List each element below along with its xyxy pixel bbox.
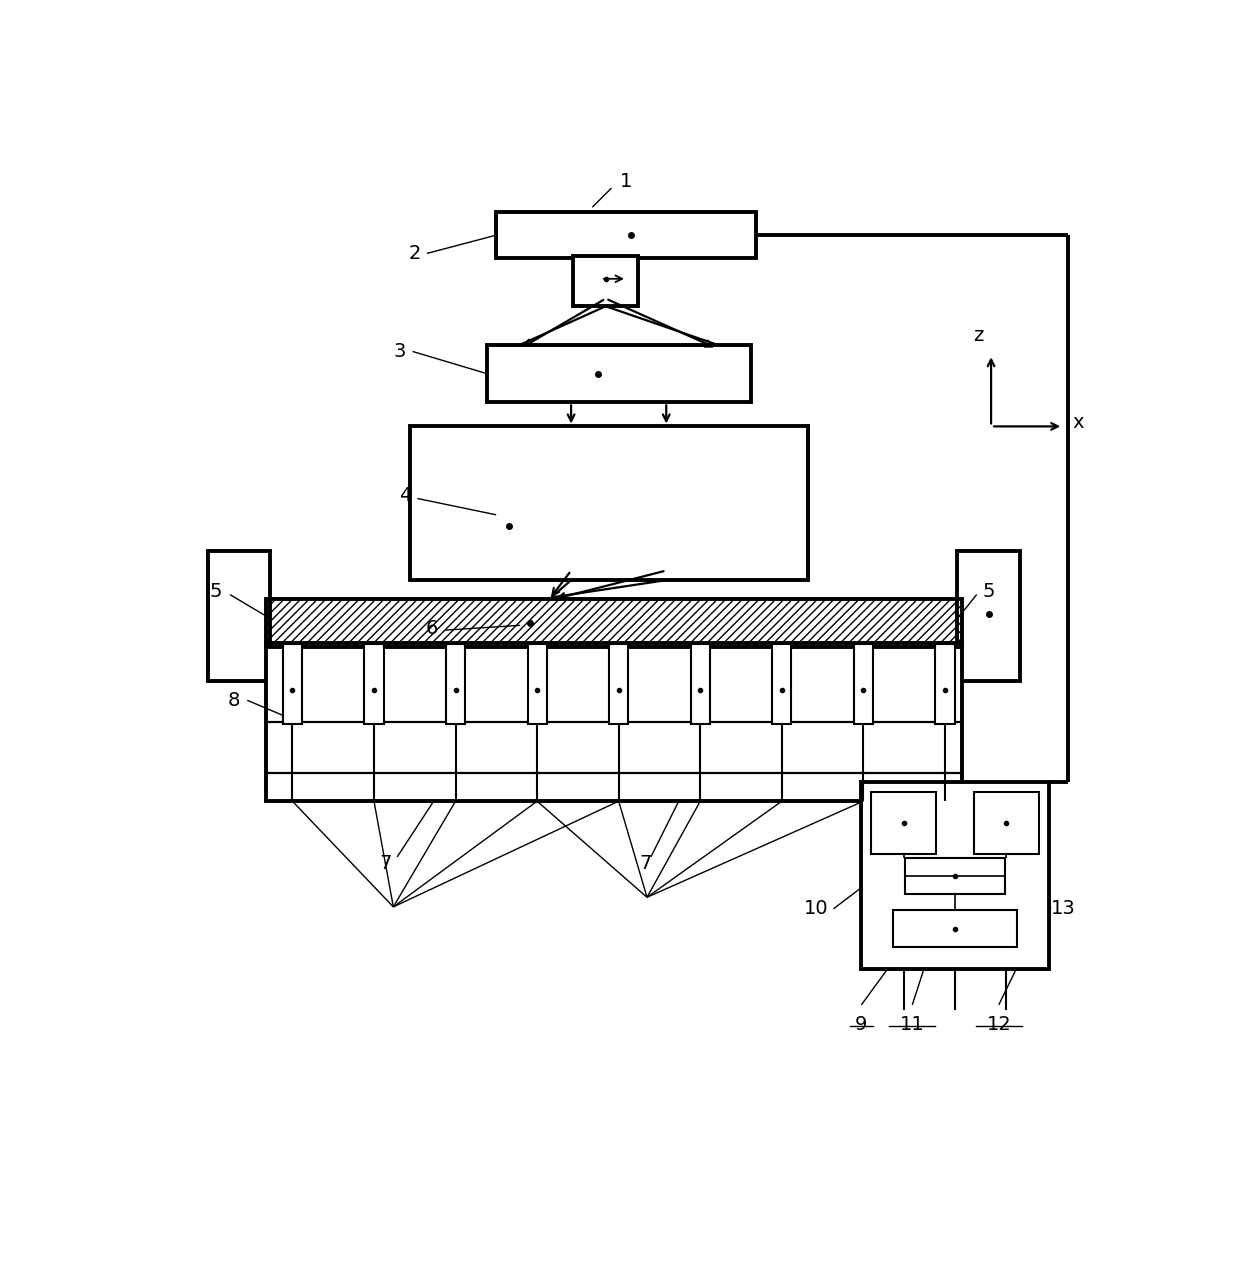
Bar (773, 644, 791, 724)
Text: 5: 5 (983, 582, 996, 601)
Bar (265, 600, 962, 648)
Text: 2: 2 (408, 244, 420, 263)
Bar (935, 644, 955, 724)
Text: 10: 10 (804, 899, 828, 918)
Text: 7: 7 (379, 854, 392, 873)
Bar (283, 644, 303, 724)
Bar (446, 644, 465, 724)
Text: 5: 5 (210, 582, 222, 601)
Bar (609, 644, 629, 724)
Bar (527, 644, 547, 724)
Text: 8: 8 (228, 691, 241, 710)
Bar (905, 858, 1006, 894)
Bar (496, 212, 755, 258)
Bar (973, 792, 1039, 854)
Bar (870, 792, 936, 854)
Text: 6: 6 (425, 619, 438, 638)
Text: 12: 12 (986, 1014, 1011, 1033)
Bar (409, 427, 808, 580)
Text: 4: 4 (399, 486, 410, 505)
Text: 1: 1 (620, 172, 632, 191)
Text: 11: 11 (900, 1014, 925, 1033)
Bar (486, 345, 750, 403)
Text: z: z (973, 326, 983, 345)
Bar (854, 644, 873, 724)
Bar (265, 643, 962, 801)
Bar (265, 600, 962, 648)
Bar (862, 782, 1049, 970)
Text: 9: 9 (856, 1014, 868, 1033)
Bar (573, 256, 639, 306)
Text: 13: 13 (1050, 899, 1075, 918)
Bar (691, 644, 709, 724)
Bar (957, 552, 1019, 681)
Bar (365, 644, 383, 724)
Text: x: x (1073, 413, 1084, 432)
Bar (208, 552, 270, 681)
Text: 3: 3 (394, 342, 407, 361)
Bar (893, 911, 1018, 947)
Bar (265, 600, 962, 648)
Text: 7: 7 (639, 854, 651, 873)
